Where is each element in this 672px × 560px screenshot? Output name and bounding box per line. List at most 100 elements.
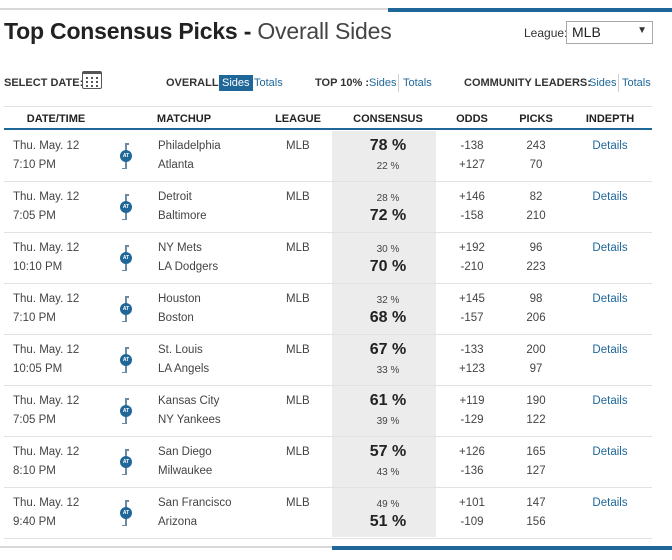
team-home: Boston: [158, 312, 194, 324]
team-away: Philadelphia: [158, 140, 221, 152]
picks-away: 147: [526, 497, 546, 509]
consensus-home: 51 %: [369, 513, 407, 530]
league-select-value: MLB: [572, 24, 601, 40]
odds-away: -133: [460, 344, 484, 356]
community-sides-link[interactable]: Sides: [589, 77, 617, 89]
picks-home: 210: [526, 210, 546, 222]
details-link[interactable]: Details: [592, 242, 628, 254]
picks-away: 190: [526, 395, 546, 407]
game-date: Thu. May. 12: [13, 242, 80, 254]
picks-away: 165: [526, 446, 546, 458]
consensus-away: 30 %: [376, 244, 400, 255]
picks-home: 223: [526, 261, 546, 273]
consensus-away: 57 %: [369, 443, 407, 460]
table-row: Thu. May. 12 10:05 PM AT St. Louis LA Angels…: [4, 335, 652, 386]
details-link[interactable]: Details: [592, 395, 628, 407]
table-row: Thu. May. 12 7:05 PM AT Kansas City NY Yanke…: [4, 386, 652, 437]
picks-away: 200: [526, 344, 546, 356]
at-icon: AT: [120, 449, 134, 475]
team-away: San Diego: [158, 446, 212, 458]
odds-away: -138: [460, 140, 484, 152]
game-time: 8:10 PM: [13, 465, 56, 477]
game-date: Thu. May. 12: [13, 293, 80, 305]
picks-home: 127: [526, 465, 546, 477]
page-title-light: Overall Sides: [257, 18, 392, 44]
team-home: LA Dodgers: [158, 261, 219, 273]
team-home: Baltimore: [158, 210, 207, 222]
page-title-bold: Top Consensus Picks -: [4, 18, 252, 44]
at-icon: AT: [120, 347, 134, 373]
picks-away: 243: [526, 140, 546, 152]
page-title: Top Consensus Picks - Overall Sides: [4, 18, 392, 45]
picks-away: 96: [529, 242, 543, 254]
chevron-down-icon: ▼: [637, 25, 647, 36]
team-away: Kansas City: [158, 395, 220, 407]
top10-sides-link[interactable]: Sides: [369, 77, 397, 89]
odds-away: +101: [459, 497, 485, 509]
top10-label: TOP 10% :: [315, 77, 370, 89]
game-time: 10:10 PM: [13, 261, 63, 273]
consensus-away: 67 %: [369, 341, 407, 358]
header-matchup: MATCHUP: [156, 113, 212, 125]
league-value: MLB: [286, 242, 310, 254]
picks-home: 70: [529, 159, 543, 171]
game-date: Thu. May. 12: [13, 446, 80, 458]
team-home: Milwaukee: [158, 465, 213, 477]
overall-sides-link[interactable]: Sides: [219, 75, 253, 91]
consensus-home: 39 %: [376, 416, 400, 427]
overall-totals-link[interactable]: Totals: [254, 77, 283, 89]
consensus-away: 49 %: [376, 499, 400, 510]
header-datetime: DATE/TIME: [26, 113, 86, 125]
odds-home: +127: [459, 159, 485, 171]
odds-home: -136: [460, 465, 484, 477]
select-date-label: SELECT DATE:: [4, 77, 84, 89]
divider: [398, 74, 399, 92]
table-row: Thu. May. 12 7:10 PM AT Philadelphia Atlanta…: [4, 131, 652, 182]
at-icon: AT: [120, 245, 134, 271]
game-date: Thu. May. 12: [13, 191, 80, 203]
table-row: Thu. May. 12 7:05 PM AT Detroit Baltimore MLB…: [4, 182, 652, 233]
header-indepth: INDEPTH: [585, 113, 635, 125]
details-link[interactable]: Details: [592, 446, 628, 458]
odds-away: +146: [459, 191, 485, 203]
game-date: Thu. May. 12: [13, 497, 80, 509]
details-link[interactable]: Details: [592, 191, 628, 203]
details-link[interactable]: Details: [592, 497, 628, 509]
team-away: Houston: [158, 293, 201, 305]
picks-home: 122: [526, 414, 546, 426]
consensus-home: 70 %: [369, 258, 407, 275]
team-home: LA Angels: [158, 363, 210, 375]
league-value: MLB: [286, 344, 310, 356]
details-link[interactable]: Details: [592, 140, 628, 152]
team-away: St. Louis: [158, 344, 203, 356]
picks-away: 82: [529, 191, 543, 203]
picks-home: 156: [526, 516, 546, 528]
community-totals-link[interactable]: Totals: [622, 77, 651, 89]
league-select[interactable]: MLB ▼: [566, 21, 653, 44]
at-icon: AT: [120, 296, 134, 322]
consensus-away: 61 %: [369, 392, 407, 409]
league-label: League:: [524, 26, 568, 40]
game-time: 10:05 PM: [13, 363, 63, 375]
picks-home: 206: [526, 312, 546, 324]
at-icon: AT: [120, 500, 134, 526]
game-date: Thu. May. 12: [13, 140, 80, 152]
details-link[interactable]: Details: [592, 344, 628, 356]
team-away: Detroit: [158, 191, 192, 203]
league-value: MLB: [286, 293, 310, 305]
odds-away: +192: [459, 242, 485, 254]
table-header: DATE/TIME MATCHUP LEAGUE CONSENSUS ODDS …: [4, 106, 652, 130]
picks-home: 97: [529, 363, 543, 375]
team-away: NY Mets: [158, 242, 202, 254]
at-icon: AT: [120, 143, 134, 169]
details-link[interactable]: Details: [592, 293, 628, 305]
picks-away: 98: [529, 293, 543, 305]
top10-totals-link[interactable]: Totals: [403, 77, 432, 89]
league-value: MLB: [286, 497, 310, 509]
table-row: Thu. May. 12 8:10 PM AT San Diego Milwaukee M…: [4, 437, 652, 488]
odds-away: +126: [459, 446, 485, 458]
filter-bar: SELECT DATE: OVERALL: Sides Totals TOP 1…: [0, 70, 672, 96]
consensus-home: 72 %: [369, 207, 407, 224]
calendar-icon[interactable]: [82, 71, 102, 89]
odds-home: -157: [460, 312, 484, 324]
